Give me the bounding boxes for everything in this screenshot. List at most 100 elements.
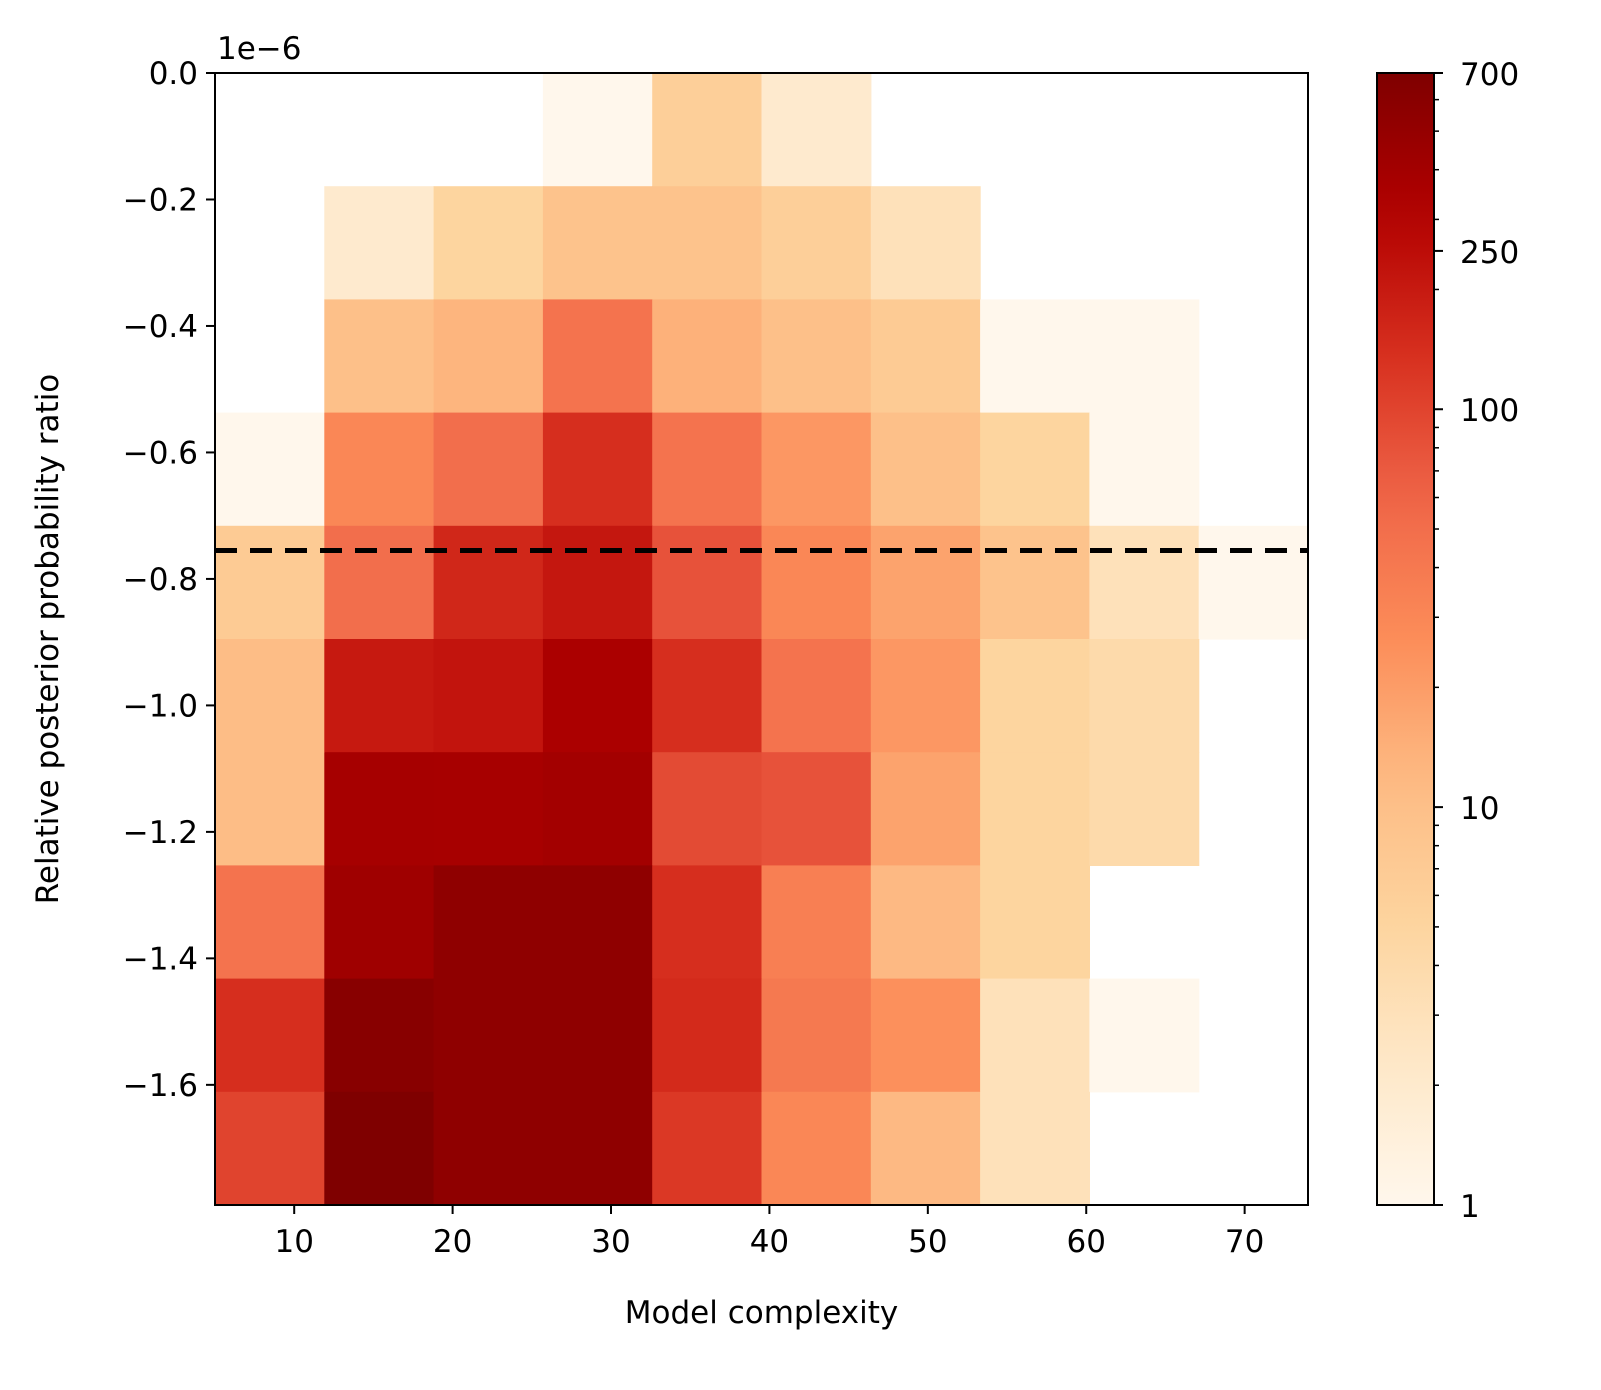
heatmap-cell xyxy=(652,186,763,300)
heatmap-cell xyxy=(652,752,763,866)
heatmap-cell xyxy=(433,186,544,300)
colorbar-axis: 1 10 100 250 700 xyxy=(1434,57,1519,1225)
heatmap-cell xyxy=(433,1091,544,1206)
heatmap-cell xyxy=(1089,299,1200,414)
heatmap-cell xyxy=(870,299,981,414)
heatmap-cell xyxy=(433,525,544,640)
heatmap-cell xyxy=(324,978,435,1093)
heatmap-cell xyxy=(215,412,325,527)
heatmap-cell xyxy=(324,525,435,640)
heatmap-cell xyxy=(761,73,872,187)
y-tick-label: 0.0 xyxy=(149,56,198,92)
heatmap-cell xyxy=(542,1091,653,1206)
heatmap-cell xyxy=(433,639,544,753)
y-tick-label: −1.0 xyxy=(123,688,198,724)
heatmap-cell xyxy=(652,978,763,1093)
heatmap-cell xyxy=(870,525,981,640)
heatmap-cell xyxy=(324,186,435,300)
y-tick-label: −0.8 xyxy=(123,562,198,598)
heatmap-cell xyxy=(542,525,653,640)
heatmap-cell xyxy=(324,865,435,980)
heatmap-cell xyxy=(980,865,1090,980)
heatmap-cell xyxy=(870,752,981,866)
heatmap-cell xyxy=(542,299,653,414)
heatmap-cell xyxy=(980,525,1090,640)
colorbar-tick-label: 100 xyxy=(1460,393,1519,429)
heatmap-cell xyxy=(761,412,872,527)
heatmap-cell xyxy=(215,1091,325,1206)
heatmap-cell xyxy=(980,299,1090,414)
heatmap-cell xyxy=(870,412,981,527)
heatmap-cell xyxy=(652,639,763,753)
heatmap-cell xyxy=(652,412,763,527)
heatmap-cell xyxy=(542,412,653,527)
heatmap-cell xyxy=(1089,639,1200,753)
heatmap-cell xyxy=(1198,525,1309,640)
heatmap-cell xyxy=(433,299,544,414)
x-tick-label: 60 xyxy=(1067,1224,1106,1260)
heatmap-cell xyxy=(761,186,872,300)
heatmap-cell xyxy=(980,752,1090,866)
y-tick-label: −1.6 xyxy=(123,1068,198,1104)
heatmap-cell xyxy=(870,1091,981,1206)
heatmap-cell xyxy=(980,978,1090,1093)
y-tick-label: −1.2 xyxy=(123,815,198,851)
colorbar-tick-label: 10 xyxy=(1460,791,1499,827)
heatmap-cell xyxy=(324,639,435,753)
heatmap-cell xyxy=(870,865,981,980)
heatmap-cells xyxy=(215,73,1309,1206)
x-tick-label: 10 xyxy=(274,1224,313,1260)
heatmap-cell xyxy=(980,1091,1090,1206)
y-tick-label: −0.4 xyxy=(123,309,198,345)
y-axis-title: Relative posterior probability ratio xyxy=(30,374,66,905)
heatmap-cell xyxy=(433,865,544,980)
heatmap-cell xyxy=(215,865,325,980)
colorbar-tick-label: 700 xyxy=(1460,57,1519,93)
heatmap-cell xyxy=(1089,978,1200,1093)
heatmap-cell xyxy=(652,865,763,980)
heatmap-cell xyxy=(761,525,872,640)
heatmap-cell xyxy=(1089,525,1200,640)
colorbar-frame xyxy=(1376,72,1435,1206)
heatmap-cell xyxy=(761,639,872,753)
heatmap-cell xyxy=(652,73,763,187)
heatmap-cell xyxy=(761,1091,872,1206)
heatmap-cell xyxy=(215,639,325,753)
heatmap-cell xyxy=(761,865,872,980)
heatmap-cell xyxy=(324,1091,435,1206)
heatmap-cell xyxy=(324,412,435,527)
y-axis: 0.0 −0.2 −0.4 −0.6 −0.8 −1.0 −1.2 −1.4 −1.6 xyxy=(123,56,215,1104)
heatmap-cell xyxy=(980,639,1090,753)
heatmap-cell xyxy=(652,1091,763,1206)
heatmap-cell xyxy=(433,412,544,527)
colorbar-tick-label: 1 xyxy=(1460,1189,1480,1225)
heatmap-cell xyxy=(761,978,872,1093)
heatmap-cell xyxy=(324,752,435,866)
heatmap-cell xyxy=(761,299,872,414)
heatmap-cell xyxy=(652,525,763,640)
heatmap-cell xyxy=(433,978,544,1093)
y-offset-label: 1e−6 xyxy=(217,31,302,67)
heatmap-cell xyxy=(761,752,872,866)
y-tick-label: −1.4 xyxy=(123,941,198,977)
heatmap-cell xyxy=(542,752,653,866)
heatmap-cell xyxy=(1089,412,1200,527)
x-tick-label: 50 xyxy=(908,1224,947,1260)
heatmap-cell xyxy=(542,865,653,980)
colorbar xyxy=(1377,73,1434,1205)
colorbar-tick-label: 250 xyxy=(1460,235,1519,271)
heatmap-cell xyxy=(215,978,325,1093)
x-tick-label: 40 xyxy=(750,1224,789,1260)
heatmap-cell xyxy=(324,299,435,414)
y-tick-label: −0.2 xyxy=(123,182,198,218)
x-tick-label: 70 xyxy=(1225,1224,1264,1260)
heatmap-cell xyxy=(870,186,981,300)
heatmap-cell xyxy=(215,525,325,640)
heatmap-cell xyxy=(652,299,763,414)
heatmap-cell xyxy=(870,978,981,1093)
heatmap-cell xyxy=(542,639,653,753)
heatmap-cell xyxy=(433,752,544,866)
x-tick-label: 30 xyxy=(591,1224,630,1260)
y-tick-label: −0.6 xyxy=(123,435,198,471)
